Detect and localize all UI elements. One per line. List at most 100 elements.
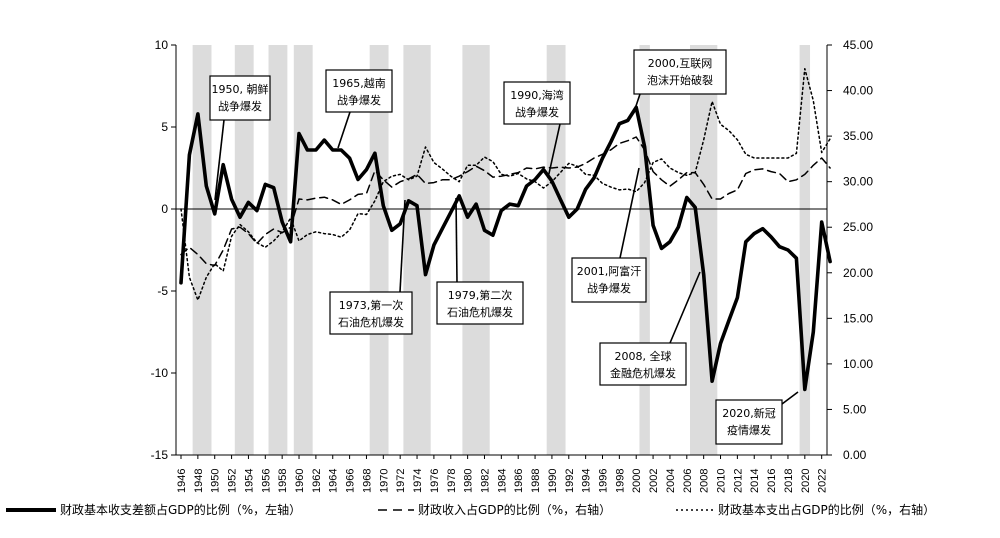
annotation-leader bbox=[633, 93, 641, 113]
recession-band-2001 bbox=[639, 45, 650, 455]
x-tick-label: 1978 bbox=[446, 469, 458, 493]
left-tick-label: -10 bbox=[151, 366, 169, 380]
x-tick-label: 1976 bbox=[429, 469, 441, 493]
x-tick-label: 2002 bbox=[648, 469, 660, 493]
x-tick-label: 1974 bbox=[412, 469, 424, 493]
annotation-box bbox=[436, 281, 524, 325]
annotation-text: 石油危机爆发 bbox=[447, 305, 513, 319]
annotation-leader bbox=[455, 197, 458, 283]
annotation-text: 1965,越南 bbox=[332, 76, 386, 90]
x-tick-label: 2006 bbox=[682, 469, 694, 493]
right-tick-label: 40.00 bbox=[843, 84, 873, 98]
series-line-expenditure bbox=[180, 67, 831, 301]
annotation-box bbox=[503, 81, 571, 125]
annotation-box bbox=[209, 75, 271, 121]
x-tick-label: 1948 bbox=[193, 469, 205, 493]
x-tick-label: 1998 bbox=[614, 469, 626, 493]
legend-label-expenditure: 财政基本支出占GDP的比例（%，右轴） bbox=[718, 502, 935, 517]
annotation-text: 疫情爆发 bbox=[727, 423, 771, 437]
annotation-text: 1950, 朝鲜 bbox=[212, 82, 269, 96]
x-tick-label: 1986 bbox=[513, 469, 525, 493]
right-axis-ticks: 0.00 5.00 10.00 15.00 20.00 25.00 30.00 35.00 40… bbox=[827, 38, 873, 462]
annotation-leader bbox=[399, 199, 406, 293]
left-tick-label: 10 bbox=[155, 38, 169, 52]
recession-band-1973 bbox=[403, 45, 431, 455]
recession-band-2020 bbox=[799, 45, 811, 455]
recession-band-1957 bbox=[268, 45, 288, 455]
legend: 财政基本收支差额占GDP的比例（%，左轴） 财政收入占GDP的比例（%，右轴） … bbox=[6, 502, 935, 517]
x-tick-label: 1954 bbox=[243, 469, 255, 493]
x-tick-label: 1964 bbox=[328, 469, 340, 493]
right-tick-label: 45.00 bbox=[843, 38, 873, 52]
annotation-box bbox=[715, 399, 783, 445]
right-tick-label: 5.00 bbox=[843, 402, 867, 416]
recession-band-1948 bbox=[192, 45, 212, 455]
x-tick-label: 1960 bbox=[294, 469, 306, 493]
annotation-text: 石油危机爆发 bbox=[338, 315, 404, 329]
annotation-leader bbox=[547, 123, 561, 179]
x-tick-label: 1990 bbox=[547, 469, 559, 493]
annotation-box bbox=[325, 69, 393, 113]
right-tick-label: 20.00 bbox=[843, 266, 873, 280]
annotation-text: 战争爆发 bbox=[337, 93, 381, 107]
right-tick-label: 30.00 bbox=[843, 175, 873, 189]
right-tick-label: 25.00 bbox=[843, 220, 873, 234]
annotation-text: 金融危机爆发 bbox=[610, 366, 676, 380]
annotation-text: 战争爆发 bbox=[587, 281, 631, 295]
x-tick-label: 2020 bbox=[800, 469, 812, 493]
x-tick-label: 1956 bbox=[260, 469, 272, 493]
annotation-leader bbox=[214, 119, 225, 201]
annotation-text: 2020,新冠 bbox=[722, 406, 776, 420]
annotation-text: 1973,第一次 bbox=[339, 298, 404, 312]
x-tick-label: 1980 bbox=[463, 469, 475, 493]
recession-band-1990 bbox=[546, 45, 566, 455]
x-tick-label: 2022 bbox=[817, 469, 829, 493]
x-tick-label: 1984 bbox=[496, 469, 508, 493]
recession-band-1969 bbox=[369, 45, 389, 455]
x-tick-label: 1996 bbox=[598, 469, 610, 493]
annotation-text: 1990,海湾 bbox=[510, 88, 564, 102]
legend-label-revenue: 财政收入占GDP的比例（%，右轴） bbox=[418, 502, 611, 517]
recession-band-1960 bbox=[293, 45, 313, 455]
series-line-revenue bbox=[180, 136, 831, 267]
x-tick-label: 1988 bbox=[530, 469, 542, 493]
x-tick-label: 1966 bbox=[345, 469, 357, 493]
annotation-leader bbox=[619, 167, 640, 259]
x-axis-ticks: 1946 1948 1950 1952 1954 1956 1958 1960 1962 1964… bbox=[176, 455, 829, 493]
x-tick-label: 2014 bbox=[749, 469, 761, 493]
x-tick-label: 2008 bbox=[699, 469, 711, 493]
x-tick-label: 1994 bbox=[581, 469, 593, 493]
left-axis-ticks: -15 -10 -5 0 5 10 bbox=[151, 38, 176, 462]
x-tick-label: 1962 bbox=[311, 469, 323, 493]
x-tick-label: 2012 bbox=[732, 469, 744, 493]
x-tick-label: 2000 bbox=[631, 469, 643, 493]
legend-label-balance: 财政基本收支差额占GDP的比例（%，左轴） bbox=[60, 502, 301, 517]
x-tick-label: 1970 bbox=[378, 469, 390, 493]
x-tick-label: 2010 bbox=[716, 469, 728, 493]
x-tick-label: 2004 bbox=[665, 469, 677, 493]
x-tick-label: 2016 bbox=[766, 469, 778, 493]
x-tick-label: 1992 bbox=[564, 469, 576, 493]
right-tick-label: 15.00 bbox=[843, 311, 873, 325]
x-tick-label: 1958 bbox=[277, 469, 289, 493]
left-tick-label: 5 bbox=[161, 120, 168, 134]
left-tick-label: -5 bbox=[157, 284, 168, 298]
recession-band-1980 bbox=[462, 45, 490, 455]
annotation-text: 战争爆发 bbox=[218, 99, 262, 113]
left-tick-label: -15 bbox=[151, 448, 169, 462]
annotation-text: 泡沫开始破裂 bbox=[647, 73, 713, 87]
annotation-text: 战争爆发 bbox=[515, 105, 559, 119]
annotation-box bbox=[633, 49, 727, 95]
x-tick-label: 1952 bbox=[227, 469, 239, 493]
x-tick-label: 1946 bbox=[176, 469, 188, 493]
x-tick-label: 2018 bbox=[783, 469, 795, 493]
right-tick-label: 10.00 bbox=[843, 357, 873, 371]
